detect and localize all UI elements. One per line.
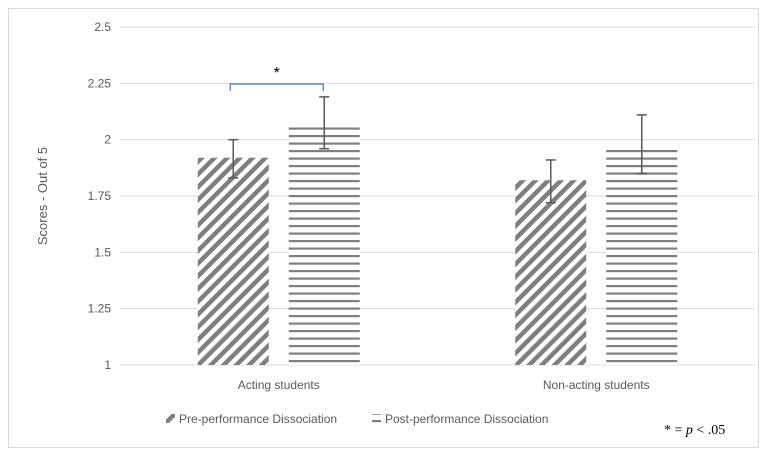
- y-tick-label: 1.75: [88, 189, 112, 203]
- x-tick-label: Non-acting students: [543, 378, 650, 392]
- note-p: p: [685, 423, 693, 438]
- legend-label: Pre-performance Dissociation: [179, 412, 337, 426]
- y-tick-label: 1: [104, 358, 111, 372]
- significance-bracket: [229, 83, 324, 91]
- bar: [515, 180, 587, 365]
- y-tick-label: 2: [104, 133, 111, 147]
- legend-swatch: [372, 414, 381, 423]
- y-axis-label: Scores - Out of 5: [35, 147, 50, 245]
- legend-swatch: [166, 414, 175, 423]
- bar: [288, 123, 360, 365]
- y-tick-label: 2.5: [94, 20, 111, 34]
- significance-star: *: [274, 65, 280, 82]
- chart-frame: [8, 8, 759, 448]
- bar: [197, 157, 269, 365]
- y-tick-label: 1.25: [88, 302, 112, 316]
- bar: [606, 146, 678, 365]
- note-suffix: < .05: [692, 423, 726, 438]
- x-tick-label: Acting students: [238, 378, 320, 392]
- y-tick-label: 2.25: [88, 76, 112, 90]
- legend-label: Post-performance Dissociation: [385, 412, 548, 426]
- significance-note: * = p < .05: [664, 423, 725, 439]
- note-prefix: * =: [664, 423, 686, 438]
- y-tick-label: 1.5: [94, 245, 111, 259]
